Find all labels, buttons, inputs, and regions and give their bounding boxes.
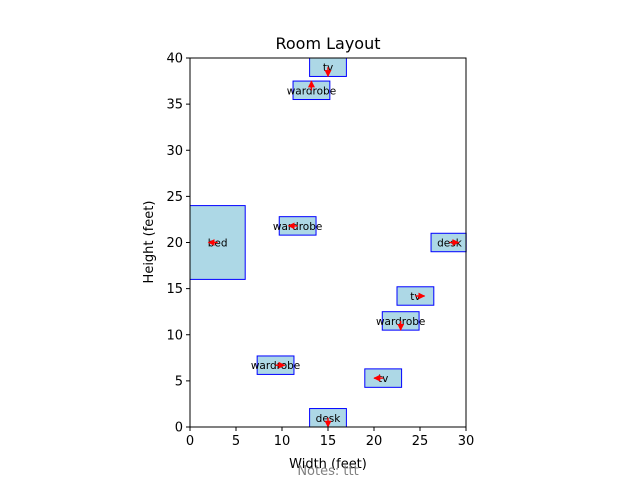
y-tick-label: 10	[166, 328, 183, 343]
x-tick-label: 10	[274, 434, 291, 449]
furniture-item: tv	[364, 368, 403, 388]
furniture-label: desk	[437, 238, 463, 250]
x-tick-label: 25	[412, 434, 429, 449]
furniture-item: tv	[396, 286, 435, 306]
furniture-item: wardrobe	[273, 216, 322, 236]
y-tick-label: 20	[166, 236, 183, 251]
chart-title: Room Layout	[275, 34, 380, 53]
x-tick-label: 15	[320, 434, 337, 449]
furniture-label: tv	[410, 291, 420, 303]
x-tick-label: 30	[458, 434, 475, 449]
furniture-item: bed	[189, 205, 246, 280]
furniture-label: wardrobe	[273, 221, 322, 233]
furniture-item: wardrobe	[251, 355, 300, 375]
furniture-item: wardrobe	[376, 311, 425, 331]
furniture-item: desk	[309, 408, 347, 428]
y-tick-label: 0	[175, 421, 183, 436]
x-axis-ticks: 0 5 10 15 20 25 30	[186, 427, 474, 449]
y-axis-ticks: 0 5 10 15 20 25 30 35 40	[166, 52, 190, 436]
y-tick-label: 35	[166, 98, 183, 113]
furniture-item: wardrobe	[287, 80, 336, 101]
furniture-item: desk	[430, 232, 467, 253]
furniture-label: tv	[378, 373, 388, 385]
furniture-layer: tv wardrobe bed wardrobe desk tv wardrobe wardr…	[189, 57, 467, 428]
y-tick-label: 25	[166, 190, 183, 205]
notes-text: Notes: ttt	[297, 464, 358, 479]
x-tick-label: 0	[186, 434, 194, 449]
furniture-label: wardrobe	[251, 360, 300, 372]
y-tick-label: 5	[175, 374, 183, 389]
furniture-label: bed	[208, 238, 228, 250]
x-tick-label: 5	[232, 434, 240, 449]
y-tick-label: 40	[166, 52, 183, 67]
furniture-label: wardrobe	[287, 85, 336, 97]
y-tick-label: 30	[166, 144, 183, 159]
furniture-item: tv	[309, 57, 347, 78]
x-axis-label: Width (feet)	[289, 457, 367, 472]
y-tick-label: 15	[166, 282, 183, 297]
y-axis-label: Height (feet)	[142, 201, 157, 284]
x-tick-label: 20	[366, 434, 383, 449]
